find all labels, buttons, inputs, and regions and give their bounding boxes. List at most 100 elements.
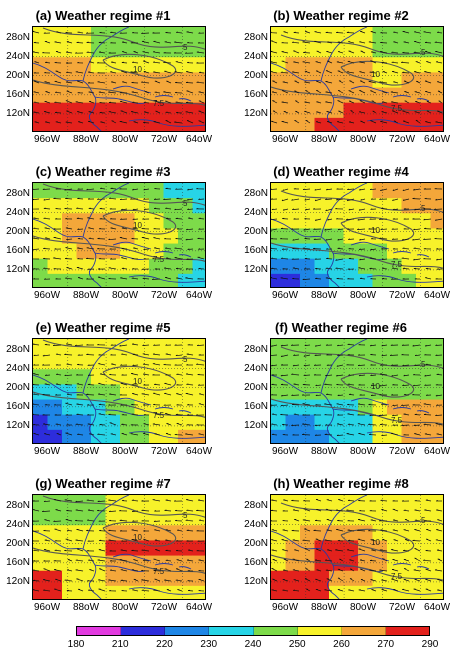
grid-cell [134,183,150,199]
panel-title: (b) Weather regime #2 [273,8,409,23]
grid-cell [76,72,92,89]
grid-cell [387,198,403,214]
wind-vector [412,344,421,347]
grid-cell [134,273,150,287]
wind-vector-head [326,248,329,250]
grid-cell [134,414,150,431]
wind-vector-head [86,353,89,355]
wind-vector-head [271,520,273,522]
wind-vector-head [44,374,47,376]
grid-cell [47,570,63,587]
grid-cell [300,585,316,599]
temperature-field: 5 7.5 10 [271,495,443,599]
grid-cell [372,525,388,542]
wind-vector-head [187,61,189,64]
wind-vector [357,530,366,532]
grid-cell [62,183,78,199]
wind-vector [174,257,183,260]
longitude-tick-label: 72oW [388,134,416,145]
wind-vector-head [303,355,306,357]
grid-cell [401,354,417,370]
colorbar-tick-label: 240 [244,639,262,650]
latitude-tick-label: 16oN [6,401,30,412]
grid-cell [178,243,194,260]
wind-speed-contour [340,528,414,554]
contour-label: 5 [421,360,426,369]
grid-cell [387,510,403,526]
grid-cell [33,585,49,599]
grid-cell [271,384,287,401]
grid-cell [300,198,316,214]
grid-cell [134,585,150,599]
wind-vector-head [44,71,47,74]
wind-vector-head [198,32,201,34]
grid-cell [271,27,287,43]
wind-vector [292,208,300,210]
grid-cell [387,42,403,58]
grid-cell [285,198,301,214]
grid-cell [120,42,136,58]
map-panel: (f) Weather regime #6 5 7.5 10 28oN 24oN 20oN 1… [238,320,450,459]
wind-vector-head [87,580,90,582]
grid-cell [430,339,443,355]
grid-cell [285,384,301,401]
grid-cell [271,258,287,275]
grid-cell [149,258,165,275]
wind-vector-head [110,218,112,220]
wind-vector-head [304,198,307,201]
wind-vector [412,238,421,241]
grid-cell [271,72,287,89]
wind-vector-head [412,404,415,406]
wind-vector-head [348,374,351,376]
grid-cell [329,525,345,542]
grid-cell [300,555,316,572]
grid-cell [271,429,287,443]
grid-cell [358,198,374,214]
wind-vector [303,374,311,376]
wind-speed-contour [280,346,443,369]
grid-cell [163,570,179,587]
grid-cell [120,72,136,89]
colorbar-tick-label: 250 [288,639,306,650]
map-panel: (c) Weather regime #3 5 7.5 10 28oN 24oN 20oN 1… [0,164,212,303]
wind-vector-head [280,355,283,357]
wind-vector-head [412,197,415,199]
wind-vector [402,238,410,241]
grid-cell [76,57,92,74]
wind-vector-head [391,278,394,280]
wind-vector-head [76,374,79,376]
longitude-tick-label: 72oW [150,134,178,145]
wind-vector-head [381,354,384,357]
contour-label: 5 [183,199,188,208]
wind-vector-head [359,394,362,396]
grid-cell [192,72,205,89]
latitude-tick-label: 16oN [244,401,268,412]
wind-vector-head [401,424,404,426]
grid-cell [163,585,179,599]
latitude-tick-label: 16oN [6,89,30,100]
grid-cell [372,414,388,431]
grid-cell [329,384,345,401]
contour-label: 5 [421,516,426,525]
grid-cell [271,273,287,287]
longitude-tick-label: 88oW [72,134,100,145]
wind-vector-head [314,345,317,347]
grid-cell [105,414,121,431]
grid-cell [76,273,92,287]
wind-vector-head [369,344,372,347]
wind-vector-head [313,414,316,416]
grid-cell [372,555,388,572]
grid-cell [76,540,92,557]
wind-vector-head [110,354,113,356]
wind-vector-head [54,540,57,542]
wind-vector-head [141,500,144,502]
grid-cell [105,354,121,370]
grid-cell [401,228,417,245]
wind-vector-head [434,208,437,210]
grid-cell [149,555,165,572]
grid-cell [47,27,63,43]
wind-vector [185,238,194,241]
wind-vector-head [153,403,156,406]
wind-vector [271,188,278,190]
wind-vector [358,374,366,377]
